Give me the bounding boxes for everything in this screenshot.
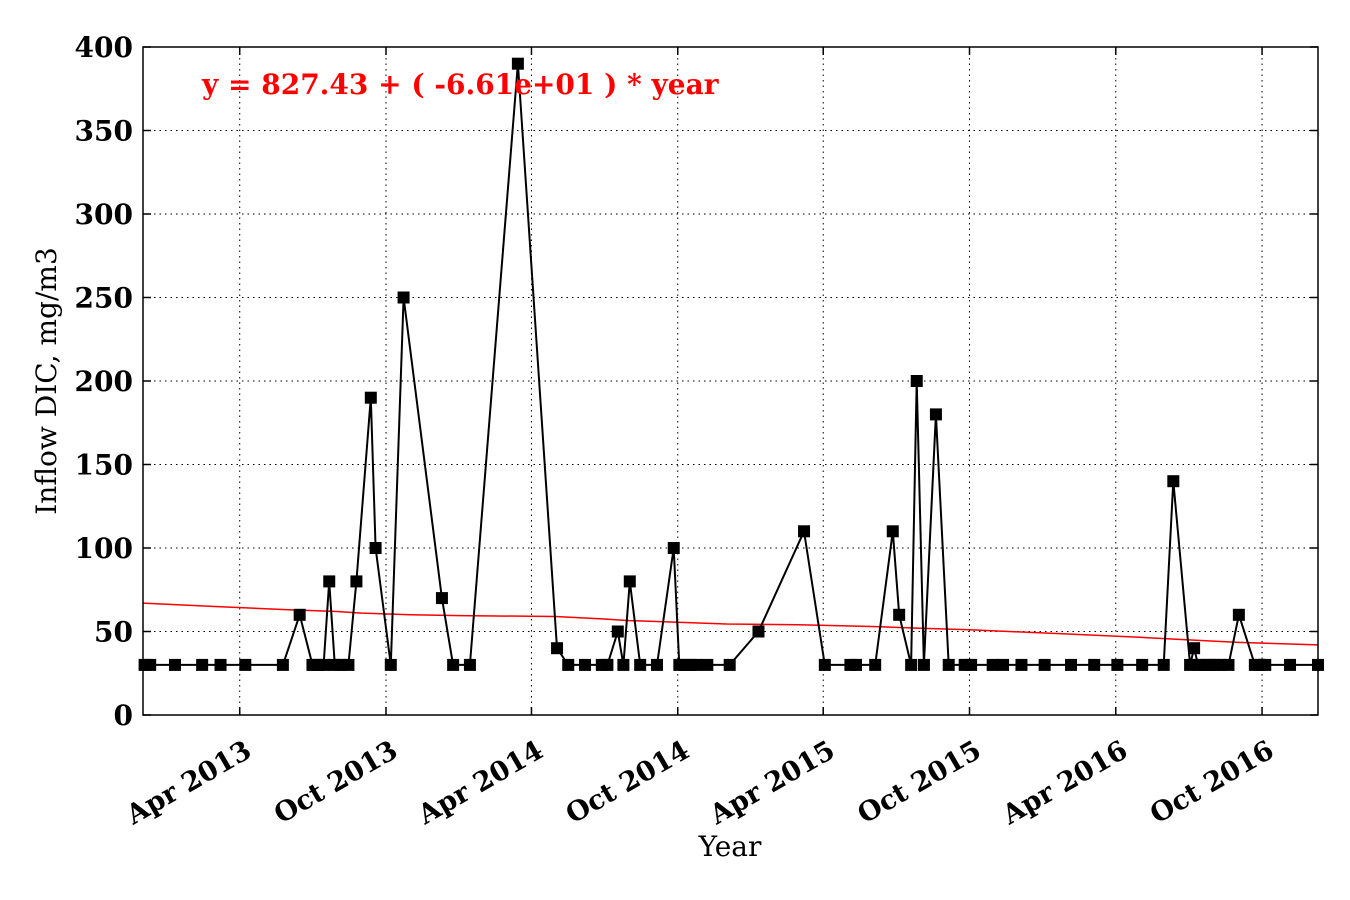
data-point-marker bbox=[634, 658, 647, 671]
data-point-marker bbox=[1232, 608, 1245, 621]
y-tick-label: 250 bbox=[75, 282, 133, 315]
data-point-marker bbox=[623, 575, 636, 588]
data-point-marker bbox=[701, 658, 714, 671]
data-point-marker bbox=[369, 542, 382, 554]
data-point-marker bbox=[1167, 475, 1180, 488]
data-point-marker bbox=[276, 658, 289, 671]
data-point-marker bbox=[667, 542, 680, 554]
data-point-marker bbox=[511, 57, 524, 70]
data-point-marker bbox=[384, 658, 397, 671]
data-point-marker bbox=[579, 658, 592, 671]
y-tick-label: 100 bbox=[75, 532, 133, 565]
data-point-marker bbox=[690, 658, 703, 671]
data-point-marker bbox=[323, 575, 336, 588]
series-group bbox=[138, 57, 1324, 671]
data-point-marker bbox=[562, 658, 575, 671]
y-tick-label: 400 bbox=[75, 31, 133, 64]
data-point-marker bbox=[551, 642, 564, 655]
data-point-marker bbox=[997, 658, 1010, 671]
y-tick-label: 200 bbox=[75, 365, 133, 398]
grid-lines bbox=[143, 47, 1318, 715]
data-point-marker bbox=[1222, 658, 1235, 671]
data-point-marker bbox=[1015, 658, 1028, 671]
data-point-marker bbox=[397, 291, 410, 304]
data-point-marker bbox=[1088, 658, 1101, 671]
data-point-marker bbox=[1065, 658, 1078, 671]
data-point-marker bbox=[886, 525, 899, 538]
data-point-marker bbox=[1111, 658, 1124, 671]
data-point-marker bbox=[463, 658, 476, 671]
data-point-marker bbox=[917, 658, 930, 671]
data-point-marker bbox=[905, 658, 918, 671]
data-point-marker bbox=[144, 658, 157, 671]
data-point-marker bbox=[986, 658, 999, 671]
data-point-marker bbox=[929, 408, 942, 421]
data-point-marker bbox=[617, 658, 630, 671]
data-point-marker bbox=[342, 658, 355, 671]
data-point-marker bbox=[965, 658, 978, 671]
y-tick-label: 300 bbox=[75, 198, 133, 231]
data-point-marker bbox=[1136, 658, 1149, 671]
y-tick-label: 350 bbox=[75, 115, 133, 148]
data-point-marker bbox=[214, 658, 227, 671]
data-point-marker bbox=[196, 658, 209, 671]
data-point-marker bbox=[869, 658, 882, 671]
y-tick-label: 50 bbox=[94, 616, 133, 649]
y-axis-label: Inflow DIC, mg/m3 bbox=[30, 247, 63, 515]
y-tick-label: 0 bbox=[114, 699, 133, 732]
regression-annotation: y = 827.43 + ( -6.61e+01 ) * year bbox=[201, 68, 720, 101]
data-point-marker bbox=[818, 658, 831, 671]
data-point-marker bbox=[1038, 658, 1051, 671]
data-point-marker bbox=[942, 658, 955, 671]
data-point-marker bbox=[650, 658, 663, 671]
data-point-marker bbox=[798, 525, 811, 538]
data-point-marker bbox=[447, 658, 460, 671]
data-point-marker bbox=[364, 391, 377, 404]
data-point-marker bbox=[723, 658, 736, 671]
data-point-marker bbox=[910, 375, 923, 387]
data-point-marker bbox=[293, 608, 306, 621]
y-tick-label: 150 bbox=[75, 449, 133, 482]
x-axis-label: Year bbox=[698, 830, 762, 863]
data-point-marker bbox=[317, 658, 330, 671]
data-point-marker bbox=[168, 658, 181, 671]
data-point-marker bbox=[239, 658, 252, 671]
data-point-marker bbox=[601, 658, 614, 671]
data-point-marker bbox=[1259, 658, 1272, 671]
data-point-marker bbox=[611, 625, 624, 638]
data-point-marker bbox=[752, 625, 765, 638]
data-point-marker bbox=[1157, 658, 1170, 671]
data-point-marker bbox=[350, 575, 363, 588]
y-axis-ticks: 0 50 100 150 200 250 300 350 400 bbox=[75, 31, 1318, 732]
data-point-marker bbox=[893, 608, 906, 621]
data-point-marker bbox=[1284, 658, 1297, 671]
data-point-marker bbox=[849, 658, 862, 671]
data-point-marker bbox=[435, 592, 448, 605]
data-point-marker bbox=[1188, 642, 1201, 655]
